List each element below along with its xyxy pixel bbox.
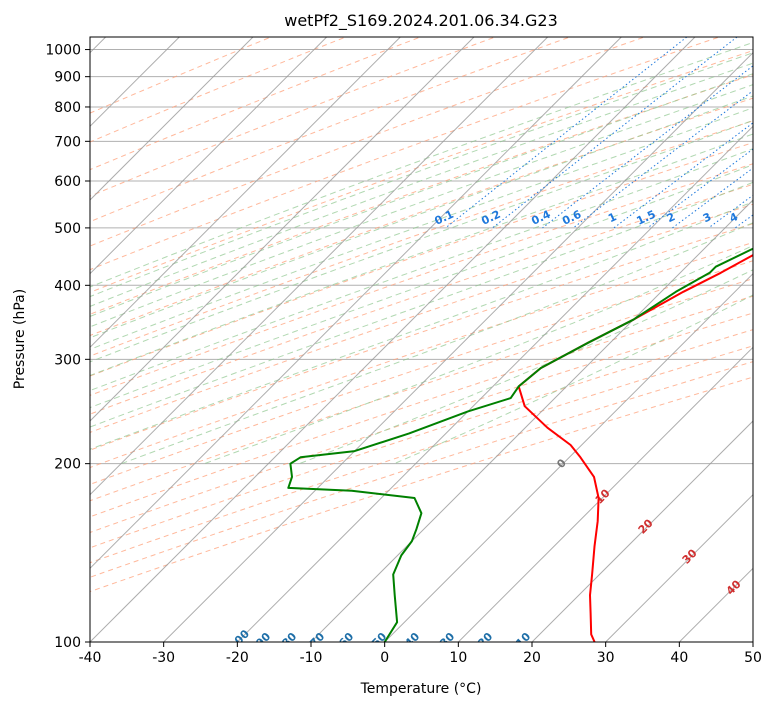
isotherm (457, 346, 753, 642)
y-tick-label: 500 (54, 221, 81, 237)
dry-adiabat (90, 37, 348, 143)
moist-adiabat (394, 294, 753, 465)
dry-adiabat (90, 37, 422, 171)
isotherm (236, 125, 753, 642)
moist-adiabat (90, 119, 753, 363)
x-tick-label: -30 (152, 650, 175, 666)
moist-adiabat (90, 73, 753, 317)
dry-adiabat (90, 295, 753, 518)
isotherm (531, 420, 753, 642)
dry-adiabat (90, 74, 753, 315)
y-axis-label: Pressure (hPa) (12, 289, 28, 389)
y-tick-label: 300 (54, 352, 81, 368)
moist-adiabat (90, 164, 753, 409)
isotherm (90, 37, 401, 349)
y-tick-label: 900 (54, 70, 81, 86)
isotherm (90, 37, 328, 275)
plot-frame (89, 36, 754, 643)
x-tick-label: 0 (380, 650, 389, 666)
dry-adiabat (90, 163, 753, 396)
chart-title: wetPf2_S169.2024.201.06.34.G23 (284, 11, 558, 31)
dry-adiabat (90, 50, 753, 293)
mixing-ratio-line (613, 122, 753, 229)
mixing-ratio-label: 0.2 (479, 208, 502, 228)
x-tick-label: -40 (79, 650, 102, 666)
moist-adiabat (90, 52, 753, 298)
mixing-ratio-label: 0.6 (560, 208, 583, 228)
isotherm (90, 37, 696, 642)
isotherm (90, 37, 622, 570)
dry-adiabat (90, 37, 721, 271)
mixing-ratio-line (445, 37, 688, 229)
dry-adiabat (90, 278, 753, 502)
mixing-ratio-line (542, 65, 753, 229)
dry-adiabat (90, 97, 753, 337)
moist-adiabat (90, 41, 753, 288)
mixing-ratio-label: 1 (606, 210, 618, 225)
y-tick-label: 800 (54, 100, 81, 116)
moist-adiabat (90, 181, 753, 428)
x-tick-label: 10 (449, 650, 467, 666)
x-axis-label: Temperature (°C) (360, 681, 482, 697)
dry-adiabat (90, 183, 753, 415)
dry-adiabat (90, 329, 753, 549)
x-tick-label: 40 (670, 650, 688, 666)
dry-adiabat (90, 241, 753, 469)
moist-adiabat (90, 148, 753, 392)
dry-adiabat (90, 361, 753, 578)
mixing-ratio-line (734, 214, 753, 229)
isotherm (90, 37, 549, 496)
dry-adiabat (90, 37, 647, 247)
hot-adiabat-label: 30 (680, 546, 700, 566)
mixing-ratio-line (572, 90, 753, 229)
isotherm (384, 272, 753, 642)
x-tick-label: 30 (597, 650, 615, 666)
isotherm (163, 51, 753, 642)
dry-adiabat (90, 37, 497, 197)
isotherm (752, 641, 753, 642)
isotherm (90, 37, 254, 201)
mixing-ratio-label: 6 (766, 210, 775, 225)
y-tick-label: 200 (54, 457, 81, 473)
moist-adiabat (90, 62, 753, 307)
x-tick-label: -10 (300, 650, 323, 666)
moist-adiabat (90, 201, 753, 450)
mixing-ratio-line (492, 37, 738, 229)
hot-adiabat-label: 10 (593, 486, 613, 506)
y-tick-label: 400 (54, 278, 81, 294)
dry-adiabat (90, 37, 572, 223)
hot-adiabat-label: 20 (636, 516, 656, 536)
mixing-ratio-line (672, 167, 753, 229)
isotherm (605, 493, 753, 642)
y-tick-label: 100 (54, 635, 81, 651)
moist-adiabat (90, 133, 753, 377)
y-tick-label: 1000 (45, 43, 81, 59)
plot-area: 0.10.20.40.611.52346810131620253036-100-… (90, 37, 775, 642)
mixing-ratio-label: 0.1 (433, 208, 456, 228)
moist-adiabat (90, 84, 753, 328)
axis-ticks: -40 -30 -20 -10 0 10 20 30 40 50 100 200 300 400 500 60… (45, 43, 762, 666)
y-tick-label: 700 (54, 134, 81, 150)
dry-adiabat (90, 120, 753, 357)
isotherm (90, 37, 475, 422)
isotherm (310, 199, 753, 642)
x-tick-label: 50 (744, 650, 762, 666)
dewpoint-profile (287, 247, 753, 642)
y-tick-label: 600 (54, 174, 81, 190)
moist-adiabat (90, 107, 753, 350)
dry-adiabat (90, 223, 753, 451)
x-tick-label: -20 (226, 650, 249, 666)
x-tick-label: 20 (523, 650, 541, 666)
